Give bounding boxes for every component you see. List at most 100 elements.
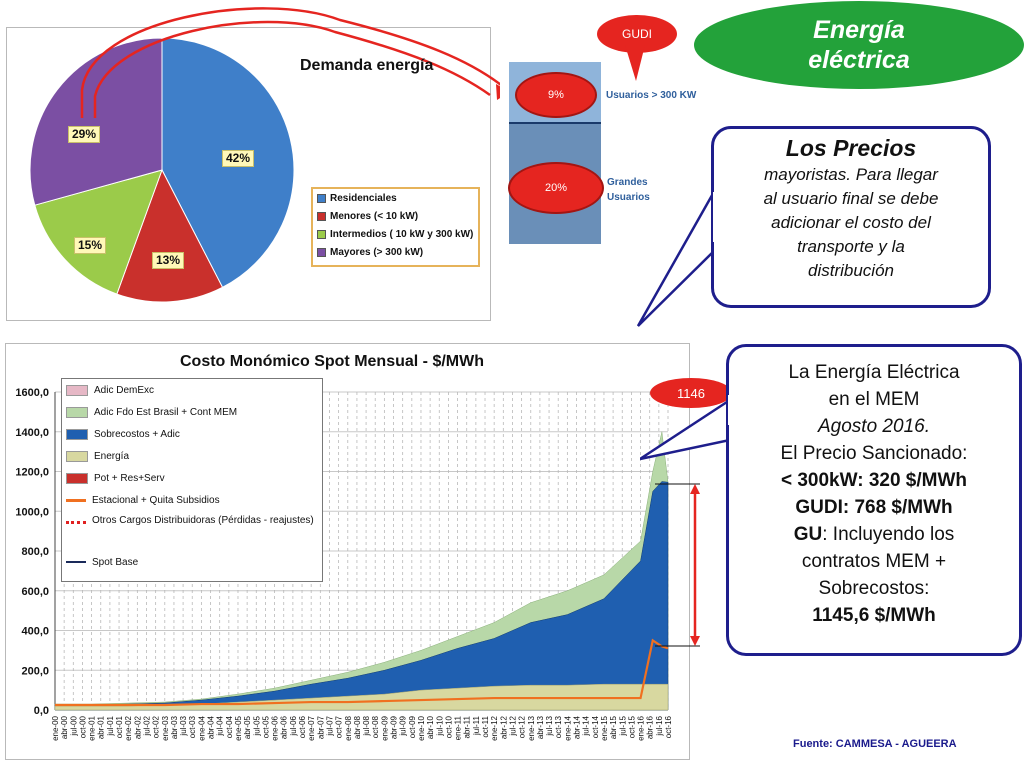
x-tick-label: oct-07: [335, 715, 344, 738]
x-tick-label: oct-01: [115, 715, 124, 738]
legend-item: Estacional + Quita Subsidios: [62, 489, 322, 511]
callout2-line: Sobrecostos:: [818, 578, 930, 599]
gudi-pointer: [625, 45, 645, 81]
y-tick-label: 600,0: [21, 586, 49, 598]
slice-label-intermedios: 15%: [74, 237, 107, 254]
x-tick-label: jul-15: [618, 715, 627, 736]
x-tick-label: abr-11: [463, 715, 472, 738]
spot-cost-chart: 1600,0 1400,0 1200,0 1000,0 800,0 600,0 400,0 2…: [15, 387, 673, 741]
x-tick-label: jul-01: [106, 715, 115, 736]
x-tick-label: ene-11: [454, 715, 463, 740]
gudi-badge: GUDI: [597, 15, 677, 53]
legend-label: Spot Base: [92, 556, 139, 568]
callout2-line: contratos MEM +: [801, 551, 947, 572]
callout-precios: Los Precios mayoristas. Para llegar al u…: [711, 126, 991, 308]
x-tick-label: oct-08: [371, 715, 380, 738]
x-tick-label: ene-05: [234, 715, 243, 740]
x-tick-label: jul-02: [142, 715, 151, 736]
legend-item-intermedios: Intermedios ( 10 kW y 300 kW): [313, 225, 478, 243]
legend-item: Energía: [62, 445, 322, 467]
callout2-line: La Energía Eléctrica: [788, 362, 960, 383]
x-tick-label: oct-13: [554, 715, 563, 738]
callout-mem-price: La Energía Eléctrica en el MEM Agosto 20…: [726, 344, 1022, 656]
x-tick-label: jul-16: [655, 715, 664, 736]
legend-item-mayores: Mayores (> 300 kW): [313, 243, 478, 261]
y-tick-label: 400,0: [21, 626, 49, 638]
callout2-pointer: [640, 397, 732, 461]
page-title: Energía eléctrica: [694, 1, 1024, 89]
legend-swatch: [66, 384, 88, 396]
legend-swatch: [317, 193, 326, 203]
top-strip-label: Usuarios > 300 KW: [606, 90, 697, 101]
callout1-line: adicionar el costo del: [771, 213, 931, 232]
x-tick-label: oct-16: [664, 715, 673, 738]
y-tick-label: 1200,0: [15, 467, 49, 479]
x-tick-label: oct-02: [152, 715, 161, 738]
y-tick-label: 0,0: [34, 705, 49, 717]
callout2-price-300kw: < 300kW: 320 $/MWh: [780, 470, 968, 491]
legend-label: Residenciales: [330, 192, 397, 204]
y-tick-label: 1400,0: [15, 427, 49, 439]
legend-item-residenciales: Residenciales: [313, 189, 478, 207]
callout2-gu: GU: [793, 524, 823, 545]
callout2-line: en el MEM: [828, 389, 920, 410]
bottom-strip-label-1: Grandes: [607, 177, 648, 188]
legend-swatch: [66, 406, 88, 418]
callout1-line: mayoristas. Para llegar: [764, 165, 938, 184]
x-tick-label: oct-03: [188, 715, 197, 738]
legend-item: Spot Base: [62, 551, 322, 573]
x-tick-label: ene-10: [417, 715, 426, 740]
y-tick-label: 200,0: [21, 665, 49, 677]
x-tick-label: jul-09: [399, 715, 408, 736]
x-tick-label: ene-07: [307, 715, 316, 740]
x-tick-label: oct-04: [225, 715, 234, 738]
x-tick-label: ene-08: [344, 715, 353, 740]
x-tick-label: jul-03: [179, 715, 188, 736]
x-tick-label: oct-05: [261, 715, 270, 738]
x-tick-label: jul-00: [69, 715, 78, 736]
x-tick-label: jul-07: [325, 715, 334, 736]
legend-item: Adic Fdo Est Brasil + Cont MEM: [62, 401, 322, 423]
legend-label: Menores (< 10 kW): [330, 210, 419, 222]
legend-item: Otros Cargos Distribuidoras (Pérdidas - …: [62, 511, 322, 551]
title-line1: Energía: [813, 16, 905, 44]
x-tick-labels: ene-00 abr-00 jul-00 oct-00 ene-01 abr-01 jul-…: [51, 715, 673, 740]
title-line2: eléctrica: [808, 46, 910, 74]
x-tick-label: abr-09: [390, 715, 399, 739]
slice-label-menores: 13%: [152, 252, 185, 269]
pie-legend: Residenciales Menores (< 10 kW) Intermed…: [311, 187, 480, 267]
x-tick-label: ene-02: [124, 715, 133, 740]
callout2-date: Agosto 2016.: [818, 416, 930, 437]
x-tick-label: ene-16: [637, 715, 646, 740]
x-tick-label: abr-06: [280, 715, 289, 739]
x-tick-label: jul-12: [508, 715, 517, 736]
slice-label-residenciales: 42%: [222, 150, 255, 167]
callout1-title: Los Precios: [785, 135, 917, 161]
chart-areas: [54, 431, 669, 711]
callout1-line: al usuario final se debe: [763, 189, 939, 208]
x-tick-label: jul-14: [582, 715, 591, 736]
pct-20-badge: 20%: [508, 162, 604, 214]
x-tick-label: jul-06: [289, 715, 298, 736]
legend-label: Otros Cargos Distribuidoras (Pérdidas - …: [92, 515, 314, 526]
source-note: Fuente: CAMMESA - AGUEERA: [793, 738, 957, 750]
legend-label: Pot + Res+Serv: [94, 472, 165, 484]
x-tick-label: abr-10: [426, 715, 435, 739]
pct-9-badge: 9%: [515, 72, 597, 118]
pointer-joint-2: [728, 395, 734, 425]
price-bracket: [655, 483, 700, 647]
pie-slice-2: [34, 169, 163, 295]
legend-label: Adic DemExc: [94, 384, 155, 396]
x-tick-label: abr-05: [243, 715, 252, 739]
x-tick-label: oct-06: [298, 715, 307, 738]
x-tick-label: oct-09: [408, 715, 417, 738]
pointer-joint: [713, 192, 719, 242]
callout2-price-gudi: GUDI: 768 $/MWh: [795, 497, 953, 518]
x-tick-label: ene-12: [490, 715, 499, 740]
legend-label: Sobrecostos + Adic: [94, 428, 180, 440]
y-tick-label: 1000,0: [15, 506, 49, 518]
arrow-head: [496, 84, 500, 100]
arrow-curve: [80, 7, 500, 118]
legend-item: Adic DemExc: [62, 379, 322, 401]
bottom-strip-label-2: Usuarios: [607, 192, 650, 203]
